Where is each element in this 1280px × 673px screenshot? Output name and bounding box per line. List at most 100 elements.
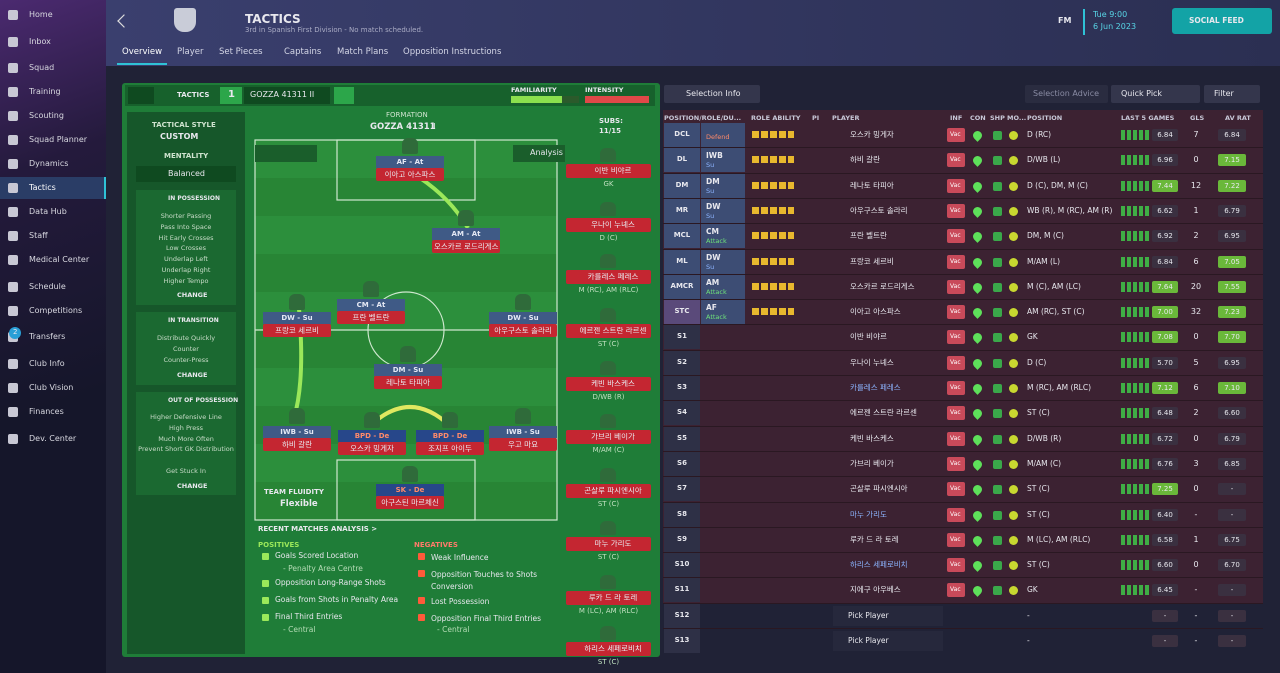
nav-item[interactable]: Training xyxy=(29,87,61,96)
nav-item[interactable]: Home xyxy=(29,10,53,19)
sub-name: 에르젠 스트란 라르센 xyxy=(579,327,647,335)
change-button[interactable]: CHANGE xyxy=(177,291,208,299)
table-button[interactable] xyxy=(1111,85,1200,103)
nav-item[interactable]: Tactics xyxy=(29,183,56,192)
slot xyxy=(220,87,242,104)
nav-item[interactable]: Squad Planner xyxy=(29,135,88,144)
nav-item[interactable]: Inbox xyxy=(29,37,51,46)
row-position: S6 xyxy=(677,458,687,467)
sub-chip[interactable] xyxy=(566,537,651,551)
row-natural-position: DM, M (C) xyxy=(1027,231,1064,241)
form-chip xyxy=(1152,154,1178,167)
name-chip[interactable] xyxy=(489,324,557,337)
position-cell xyxy=(664,451,700,476)
role-cell[interactable] xyxy=(701,249,745,274)
role-cell[interactable] xyxy=(701,224,745,249)
nav-item[interactable]: Club Info xyxy=(29,359,65,368)
change-button[interactable]: CHANGE xyxy=(177,482,208,490)
position-cell xyxy=(664,376,700,400)
name-chip[interactable] xyxy=(416,442,484,455)
sub-chip[interactable] xyxy=(566,164,651,178)
sub-chip[interactable] xyxy=(566,218,651,232)
add-tactic[interactable] xyxy=(334,87,354,104)
nav-item[interactable]: Squad xyxy=(29,63,55,72)
player-shirt xyxy=(400,346,416,362)
row-player: 레나토 타피아 xyxy=(850,180,894,190)
inf-chip xyxy=(947,431,965,446)
role-cell[interactable] xyxy=(701,123,745,147)
table-button[interactable] xyxy=(1204,85,1260,103)
tab[interactable]: Captains xyxy=(284,47,322,57)
nav-item[interactable]: Schedule xyxy=(29,282,66,291)
shp-icon xyxy=(993,535,1002,545)
name-chip[interactable] xyxy=(374,376,442,389)
row-goals: 1 xyxy=(1193,534,1199,544)
tab[interactable]: Overview xyxy=(122,47,163,57)
mentality-select[interactable] xyxy=(136,166,236,182)
role-cell[interactable] xyxy=(701,274,745,299)
social-feed-button[interactable] xyxy=(1172,8,1272,34)
nav-icon xyxy=(8,383,18,393)
name-chip[interactable] xyxy=(263,438,331,451)
nav-item[interactable]: Dev. Center xyxy=(29,434,77,443)
sub-chip[interactable] xyxy=(566,377,651,391)
view-buttons[interactable] xyxy=(255,145,317,162)
row-duty: Attack xyxy=(706,237,727,246)
sub-chip[interactable] xyxy=(566,270,651,284)
nav-item[interactable]: Dynamics xyxy=(29,159,69,168)
nav-item[interactable]: Finances xyxy=(29,407,64,416)
tab[interactable]: Player xyxy=(177,47,204,57)
analysis-button[interactable] xyxy=(513,145,565,162)
name-chip[interactable] xyxy=(432,240,500,253)
form-bars xyxy=(1121,332,1149,343)
role-cell[interactable] xyxy=(701,300,745,325)
thumb-up xyxy=(262,614,269,621)
collapse-button[interactable] xyxy=(128,87,154,104)
column-header: CON xyxy=(970,114,986,122)
nav-item[interactable]: Club Vision xyxy=(29,383,74,392)
row-average-rating: 6.79 xyxy=(1224,206,1240,215)
morale-icon xyxy=(1009,358,1018,368)
sub-chip[interactable] xyxy=(566,591,651,605)
tactic-select[interactable] xyxy=(244,87,330,104)
row-player: 하비 갈란 xyxy=(850,155,880,165)
nav-item[interactable]: Data Hub xyxy=(29,207,67,216)
inf-chip xyxy=(947,558,965,573)
change-button[interactable]: CHANGE xyxy=(177,371,208,379)
name-chip[interactable] xyxy=(338,442,406,455)
tab[interactable]: Set Pieces xyxy=(219,47,263,57)
tab[interactable]: Match Plans xyxy=(337,47,389,57)
sub-chip[interactable] xyxy=(566,484,651,498)
table-button[interactable] xyxy=(664,85,760,103)
row-form-rating: - xyxy=(1163,637,1167,645)
row-duty: Su xyxy=(706,161,715,170)
name-chip[interactable] xyxy=(489,438,557,451)
nav-icon xyxy=(8,10,18,20)
nav-item[interactable]: Medical Center xyxy=(29,255,90,264)
position-cell xyxy=(664,553,700,578)
shp-icon xyxy=(993,510,1002,520)
sub-chip[interactable] xyxy=(566,642,651,656)
social-feed[interactable]: SOCIAL FEED xyxy=(1189,16,1244,25)
tab[interactable]: Opposition Instructions xyxy=(403,47,502,57)
sub-shirt xyxy=(600,254,616,268)
player-select[interactable] xyxy=(833,631,943,651)
nav-item[interactable]: Staff xyxy=(29,231,48,240)
sub-chip[interactable] xyxy=(566,430,651,444)
role-cell[interactable] xyxy=(701,198,745,223)
player-select[interactable] xyxy=(833,605,943,626)
negative-item: Weak Influence xyxy=(431,553,489,562)
form-bars xyxy=(1121,458,1149,469)
nav-item[interactable]: Competitions xyxy=(29,306,83,315)
sub-chip[interactable] xyxy=(566,324,651,338)
name-chip[interactable] xyxy=(376,168,444,181)
name-chip[interactable] xyxy=(337,311,405,324)
nav-item[interactable]: Transfers xyxy=(29,332,66,341)
row-natural-position: ST (C) xyxy=(1027,408,1050,418)
name-chip[interactable] xyxy=(376,496,444,509)
role-cell[interactable] xyxy=(701,173,745,198)
nav-item[interactable]: Scouting xyxy=(29,111,64,120)
role-cell[interactable] xyxy=(701,148,745,173)
table-button[interactable] xyxy=(1025,85,1108,103)
name-chip[interactable] xyxy=(263,324,331,337)
